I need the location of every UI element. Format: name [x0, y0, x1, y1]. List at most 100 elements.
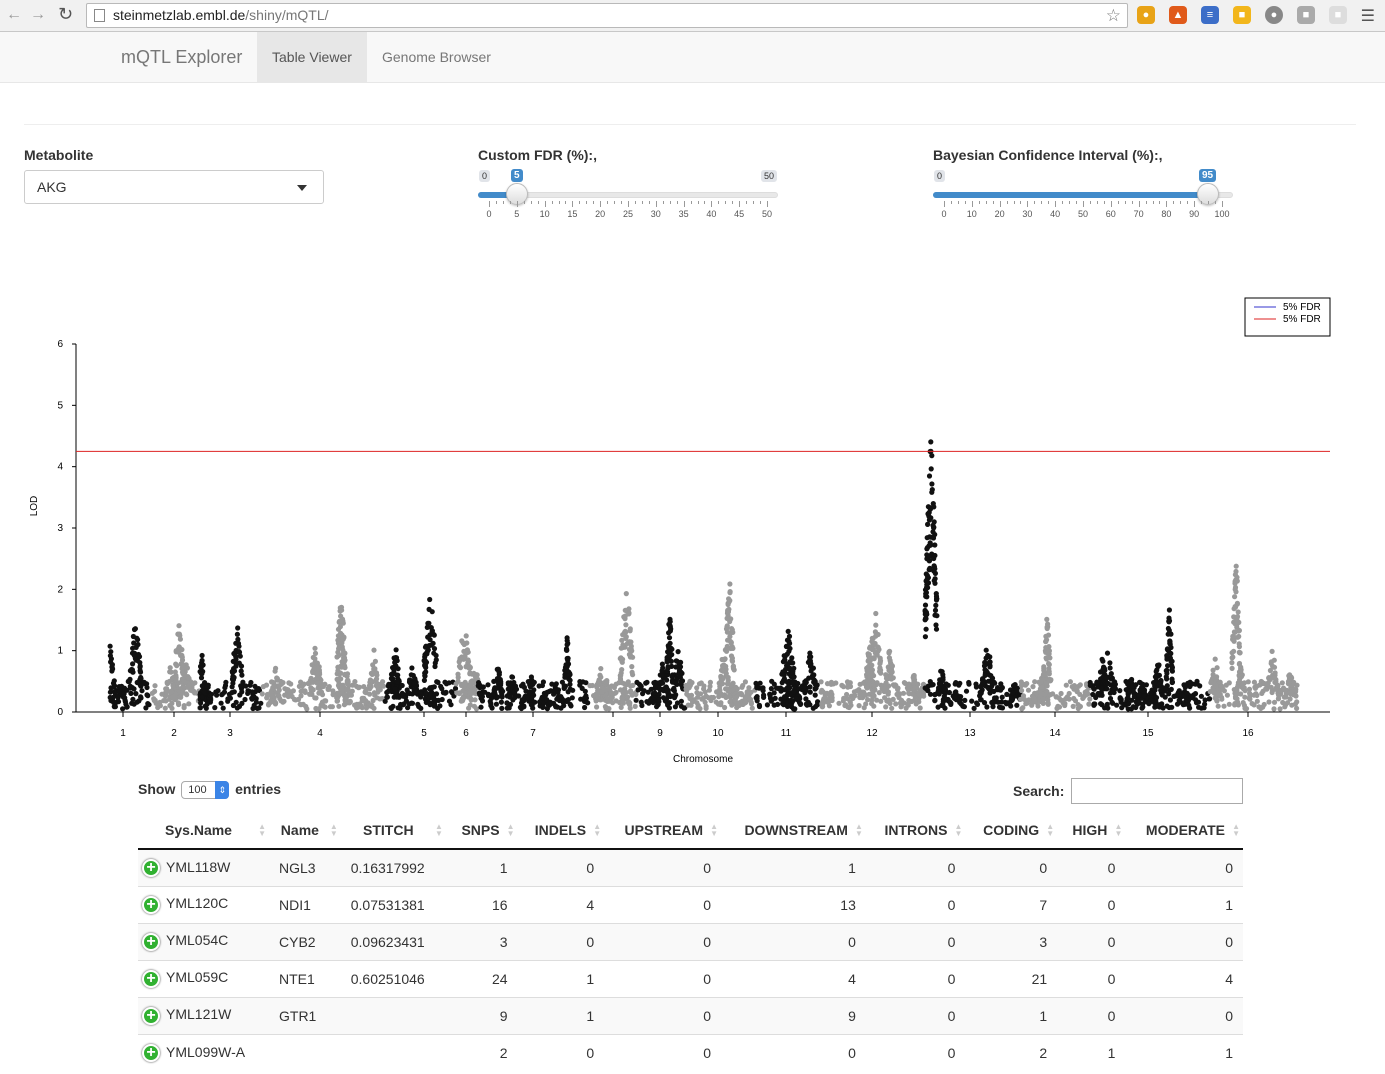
- lod-point: [1018, 679, 1024, 685]
- lod-point: [957, 680, 963, 686]
- lod-point: [635, 687, 641, 693]
- page-extension-icon[interactable]: ■: [1329, 6, 1347, 24]
- lod-point: [936, 689, 942, 695]
- column-header-indels[interactable]: INDELS ▲ ▼: [517, 812, 605, 850]
- column-header-name[interactable]: Name ▲ ▼: [269, 812, 341, 850]
- lod-point: [280, 699, 286, 705]
- lod-point: [107, 689, 113, 695]
- lod-point: [564, 668, 571, 674]
- table-row[interactable]: + YML118W NGL3 0.16317992 1 0 0 1 0 0 0 0: [138, 848, 1243, 886]
- lod-point: [567, 701, 573, 707]
- lod-point: [1184, 690, 1190, 696]
- lod-point: [667, 623, 673, 629]
- reload-icon[interactable]: ↻: [58, 4, 74, 24]
- k-extension-icon[interactable]: ■: [1233, 6, 1251, 24]
- sort-icon: ▲ ▼: [506, 822, 515, 838]
- puzzle-extension-icon[interactable]: ■: [1297, 6, 1315, 24]
- table-row[interactable]: + YML120C NDI1 0.07531381 16 4 0 13 0 7 0 1: [138, 885, 1243, 923]
- lod-point: [602, 704, 609, 710]
- expand-row-icon[interactable]: +: [142, 932, 160, 951]
- column-header-introns[interactable]: INTRONS ▲ ▼: [865, 812, 966, 850]
- lod-point: [310, 669, 316, 676]
- lod-point: [917, 692, 923, 698]
- slider-tick-label: 80: [1161, 209, 1172, 219]
- bci-slider[interactable]: 0 95 0 10 20 30 40 50 60 70 80 90 100: [933, 169, 1233, 230]
- lod-point: [564, 635, 570, 641]
- lod-point: [184, 665, 190, 671]
- lod-point: [300, 688, 306, 694]
- lod-point: [316, 690, 322, 696]
- y-tick-label: 4: [57, 462, 63, 473]
- column-header-high[interactable]: HIGH ▲ ▼: [1057, 812, 1126, 850]
- lod-point: [431, 646, 438, 652]
- lod-point: [1240, 700, 1246, 706]
- back-arrow-icon[interactable]: ←: [6, 6, 22, 23]
- lod-point: [234, 705, 240, 711]
- expand-row-icon[interactable]: +: [142, 895, 160, 914]
- lod-point: [1163, 686, 1169, 692]
- lod-point: [504, 700, 510, 706]
- tab-table-viewer[interactable]: Table Viewer: [257, 32, 367, 83]
- column-header-moderate[interactable]: MODERATE ▲ ▼: [1125, 812, 1243, 850]
- column-header-snps[interactable]: SNPS ▲ ▼: [445, 812, 518, 850]
- table-cell: 1: [517, 959, 605, 997]
- metabolite-select[interactable]: AKG: [24, 170, 324, 204]
- menu-icon[interactable]: ☰: [1360, 8, 1375, 25]
- lod-point: [186, 683, 192, 689]
- expand-row-icon[interactable]: +: [142, 969, 160, 988]
- bookmark-star-icon[interactable]: ☆: [1105, 6, 1121, 25]
- lod-point: [617, 687, 624, 693]
- table-row[interactable]: + YML121W GTR1 9 1 0 9 0 1 0 0: [138, 996, 1243, 1034]
- column-header-label: MODERATE: [1145, 822, 1225, 838]
- bci-handle[interactable]: [1197, 183, 1219, 205]
- lod-point: [757, 680, 763, 686]
- fdr-slider[interactable]: 0 50 5 0 5 10 15 20 25 30 35 40 45 50: [478, 169, 778, 230]
- table-row[interactable]: + YML099W-A 2 0 0 0 0 2 1 1: [138, 1033, 1243, 1071]
- column-header-downstream[interactable]: DOWNSTREAM ▲ ▼: [721, 812, 866, 850]
- app-brand[interactable]: mQTL Explorer: [121, 47, 243, 67]
- lod-point: [673, 658, 679, 664]
- forward-arrow-icon[interactable]: →: [30, 6, 46, 23]
- slider-tick: [1083, 201, 1084, 207]
- lod-point: [1212, 695, 1218, 701]
- lod-point: [289, 693, 295, 700]
- lod-point: [1038, 691, 1044, 697]
- lod-point: [619, 667, 625, 673]
- lod-point: [1104, 686, 1110, 692]
- column-header-upstream[interactable]: UPSTREAM ▲ ▼: [604, 812, 722, 850]
- lod-point: [927, 565, 933, 571]
- lod-point: [269, 693, 275, 699]
- lod-point: [425, 634, 431, 640]
- column-header-stitch[interactable]: STITCH ▲ ▼: [340, 812, 446, 850]
- lod-point: [877, 658, 884, 664]
- expand-row-icon[interactable]: +: [142, 1043, 160, 1062]
- results-table: Sys.Name ▲ ▼ Name ▲ ▼ STITCH ▲ ▼ SNPS ▲ ▼ INDELS ▲ ▼ UP…: [138, 812, 1243, 1071]
- table-row[interactable]: + YML059C NTE1 0.60251046 24 1 0 4 0 21 0 4: [138, 959, 1243, 997]
- lod-point: [928, 466, 934, 472]
- entries-select[interactable]: 100 ⇕: [181, 781, 230, 800]
- lod-point: [312, 659, 318, 665]
- z-extension-icon[interactable]: ●: [1265, 6, 1283, 24]
- fire-extension-icon[interactable]: ▲: [1169, 6, 1187, 24]
- table-row[interactable]: + YML054C CYB2 0.09623431 3 0 0 0 0 3 0 0: [138, 922, 1243, 960]
- lod-point: [507, 681, 513, 687]
- search-input[interactable]: [1071, 778, 1243, 804]
- lod-point: [176, 680, 182, 686]
- lod-point: [791, 689, 797, 695]
- lod-point: [167, 665, 173, 671]
- lod-point: [465, 657, 471, 663]
- tab-genome-browser[interactable]: Genome Browser: [382, 49, 491, 65]
- address-bar[interactable]: steinmetzlab.embl.de/shiny/mQTL/ ☆: [86, 3, 1128, 28]
- lod-point: [974, 700, 980, 706]
- lod-point: [1237, 668, 1243, 674]
- chromosome-5-points: [382, 596, 459, 711]
- lock-extension-icon[interactable]: ●: [1137, 6, 1155, 24]
- column-header-coding[interactable]: CODING ▲ ▼: [965, 812, 1058, 850]
- column-header-sys-name[interactable]: Sys.Name ▲ ▼: [138, 812, 269, 850]
- expand-row-icon[interactable]: +: [142, 1006, 160, 1025]
- grid-extension-icon[interactable]: ≡: [1201, 6, 1219, 24]
- lod-point: [338, 682, 344, 688]
- table-cell: 1: [721, 848, 866, 886]
- expand-row-icon[interactable]: +: [142, 858, 160, 877]
- lod-point: [422, 662, 428, 668]
